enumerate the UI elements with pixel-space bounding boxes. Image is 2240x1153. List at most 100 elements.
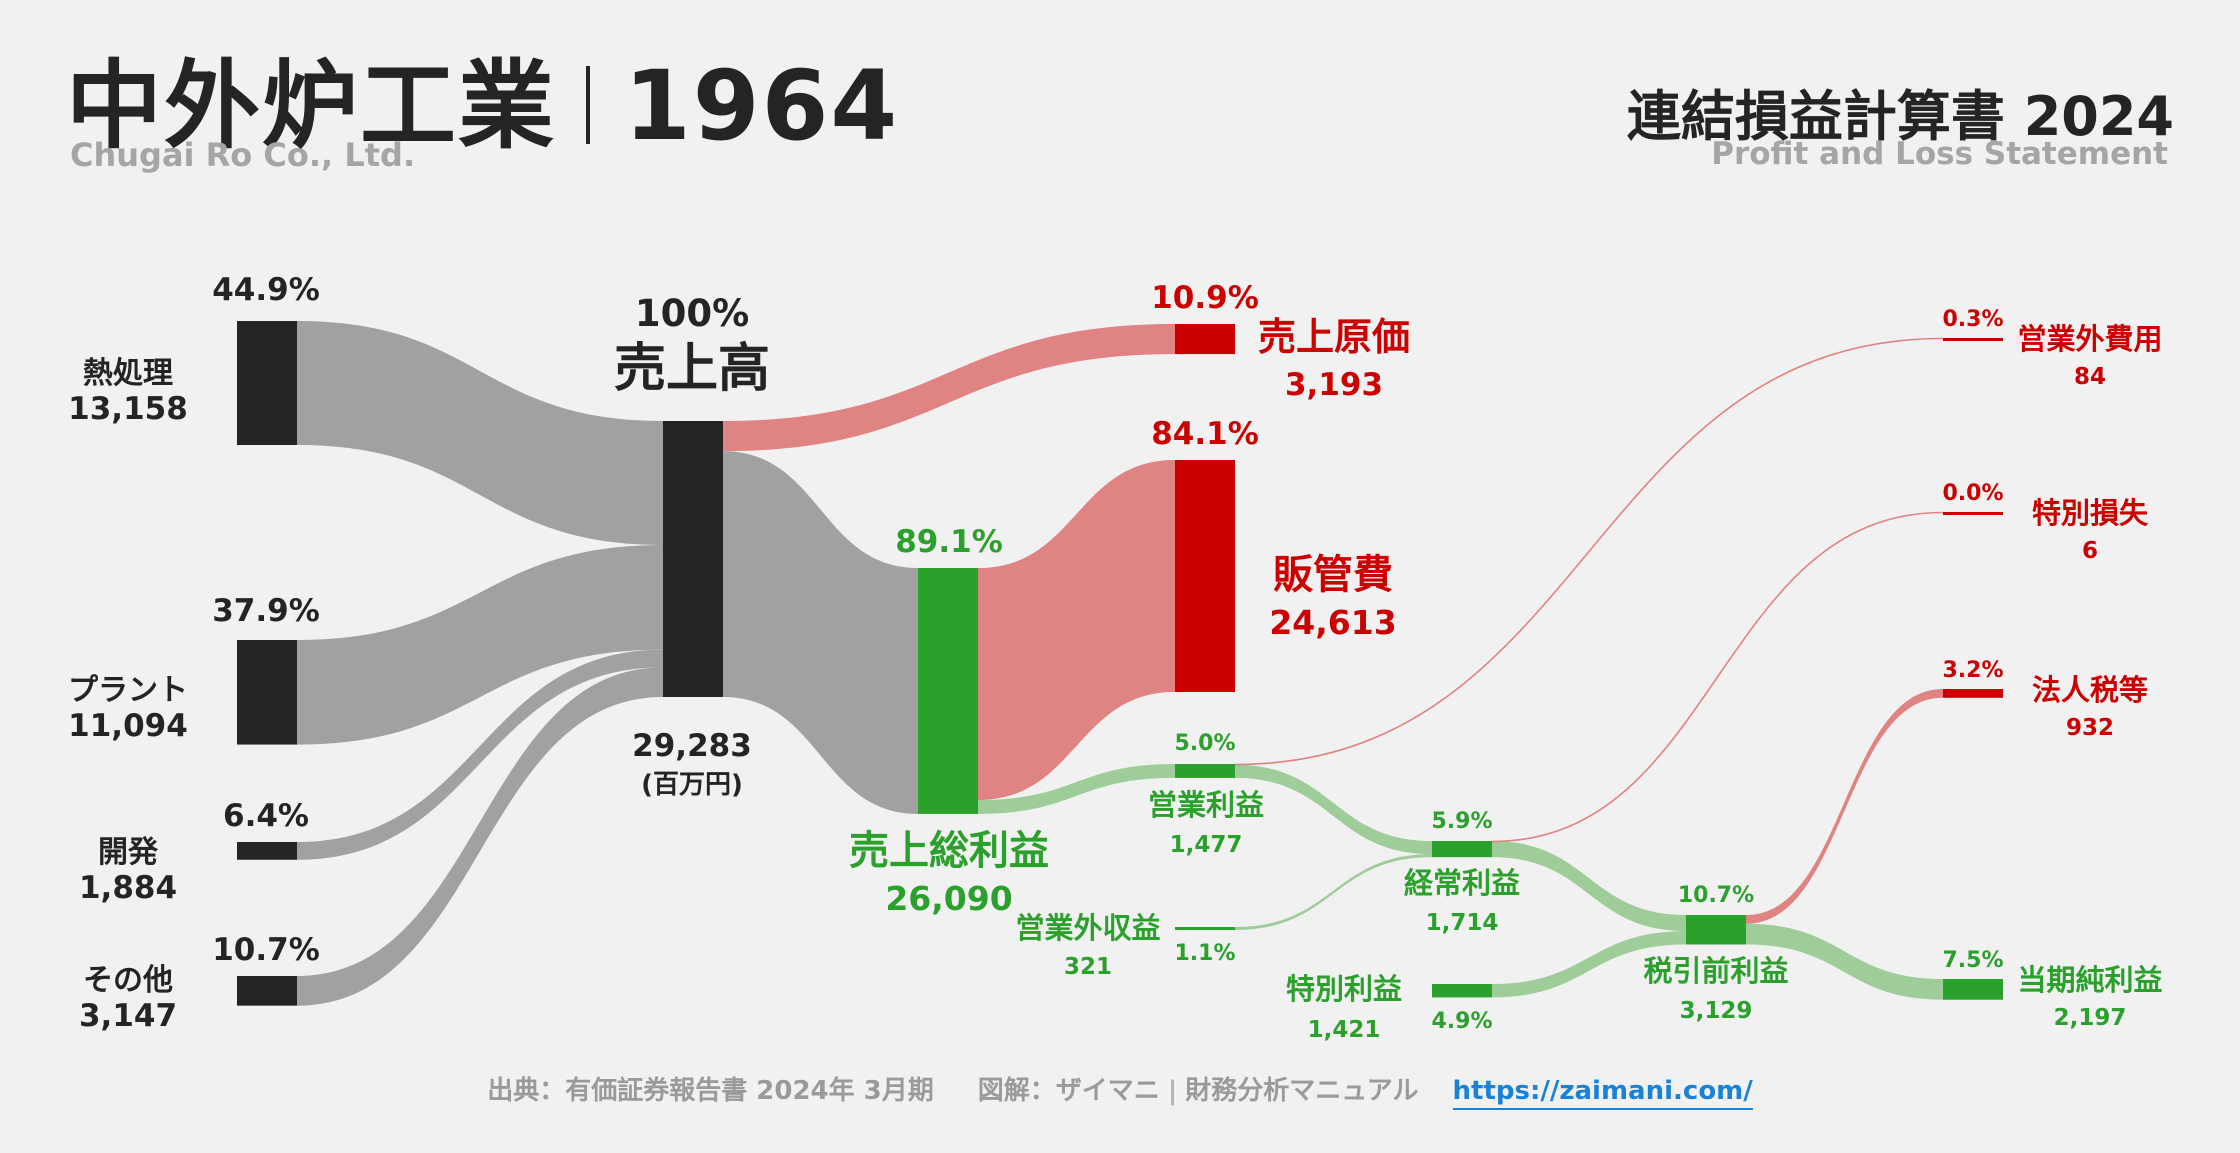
node-bar-dev — [237, 842, 297, 860]
link-op-ordinary — [1235, 764, 1432, 855]
link-gross-sga — [978, 460, 1175, 800]
label-revenue: 売上高 — [614, 339, 770, 399]
pct-tax: 3.2% — [1942, 658, 2003, 683]
label-ext_gain: 特別利益 — [1286, 972, 1402, 1006]
value-op: 1,477 — [1170, 832, 1243, 858]
statement-subtitle: Profit and Loss Statement — [1711, 136, 2168, 172]
link-pretax-net — [1746, 923, 1943, 1000]
sankey-links — [297, 321, 1944, 1006]
pct-gross: 89.1% — [895, 524, 1003, 560]
label-tax: 法人税等 — [2032, 673, 2148, 707]
footer-credit-a: 図解：ザイマニ — [977, 1076, 1160, 1106]
pct-dev: 6.4% — [223, 798, 309, 834]
label-pretax: 税引前利益 — [1643, 954, 1788, 988]
footer-source: 出典：有価証券報告書 2024年 3月期 — [487, 1076, 934, 1106]
value-nonop_inc: 321 — [1064, 954, 1112, 980]
node-bar-tax — [1943, 689, 2003, 698]
value-nonop_exp: 84 — [2074, 364, 2106, 390]
value-revenue: 29,283 — [632, 728, 752, 764]
label-nonop_inc: 営業外収益 — [1015, 911, 1160, 945]
pct-other: 10.7% — [212, 932, 320, 968]
node-bar-nonop_exp — [1943, 338, 2003, 341]
link-revenue-gross — [723, 451, 918, 814]
node-bar-sga — [1175, 460, 1235, 692]
value-cogs: 3,193 — [1285, 367, 1383, 403]
node-bar-ext_loss — [1943, 512, 2003, 515]
label-heat: 熱処理 — [83, 356, 173, 391]
node-bar-cogs — [1175, 324, 1235, 355]
link-heat-revenue — [297, 321, 663, 546]
company-name-en: Chugai Ro Co., Ltd. — [70, 136, 416, 174]
pct-cogs: 10.9% — [1151, 280, 1259, 316]
pct-revenue: 100% — [635, 292, 749, 335]
value-ext_loss: 6 — [2082, 538, 2098, 564]
label-ordinary: 経常利益 — [1404, 866, 1520, 900]
value-pretax: 3,129 — [1680, 998, 1753, 1024]
label-dev: 開発 — [98, 835, 159, 870]
footer-link[interactable]: https://zaimani.com/ — [1452, 1076, 1753, 1110]
value-ext_gain: 1,421 — [1308, 1017, 1381, 1043]
footer: 出典：有価証券報告書 2024年 3月期 図解：ザイマニ | 財務分析マニュアル htt… — [0, 1070, 2240, 1110]
footer-divider: | — [1167, 1076, 1178, 1106]
node-bar-revenue — [663, 421, 723, 697]
pct-plant: 37.9% — [212, 593, 320, 629]
company-title: 中外炉工業 1964 — [66, 28, 899, 167]
node-bar-gross — [918, 568, 978, 814]
sankey-nodes — [237, 321, 2003, 1006]
label-other: その他 — [83, 963, 173, 998]
link-ordinary-ext_loss — [1491, 511, 1944, 843]
label-cogs: 売上原価 — [1258, 315, 1410, 359]
link-plant-revenue — [297, 545, 663, 745]
node-bar-nonop_inc — [1175, 927, 1235, 931]
link-other-revenue — [297, 667, 663, 1006]
value-ordinary: 1,714 — [1426, 910, 1499, 936]
node-bar-op — [1175, 764, 1235, 778]
value-gross: 26,090 — [885, 879, 1012, 918]
label-nonop_exp: 営業外費用 — [2017, 322, 2162, 356]
value-net: 2,197 — [2054, 1005, 2127, 1031]
company-code: 1964 — [624, 50, 900, 162]
value-sga: 24,613 — [1269, 603, 1396, 642]
pct-heat: 44.9% — [212, 272, 320, 308]
pct-pretax: 10.7% — [1678, 883, 1754, 908]
pct-nonop_inc: 1.1% — [1174, 941, 1235, 966]
link-ordinary-pretax — [1492, 841, 1686, 932]
pct-sga: 84.1% — [1151, 416, 1259, 452]
node-bar-pretax — [1686, 915, 1746, 945]
statement-title: 連結損益計算書 2024 — [1626, 85, 2174, 148]
pct-net: 7.5% — [1942, 948, 2003, 973]
value-heat: 13,158 — [68, 391, 188, 427]
label-ext_loss: 特別損失 — [2032, 496, 2149, 530]
link-gross-op — [978, 764, 1175, 814]
company-name: 中外炉工業 — [66, 50, 556, 162]
link-pretax-tax — [1746, 689, 1943, 924]
label-sga: 販管費 — [1273, 552, 1393, 598]
link-op-nonop_exp — [1234, 337, 1944, 766]
value-tax: 932 — [2066, 715, 2114, 741]
node-bar-heat — [237, 321, 297, 446]
label-net: 当期純利益 — [2017, 963, 2162, 997]
pct-ext_loss: 0.0% — [1942, 481, 2003, 506]
value-dev: 1,884 — [79, 870, 177, 906]
value-plant: 11,094 — [68, 708, 188, 744]
unit-label: (百万円) — [641, 770, 743, 800]
pct-ext_gain: 4.9% — [1431, 1009, 1492, 1034]
label-op: 営業利益 — [1148, 788, 1264, 822]
pct-op: 5.0% — [1174, 731, 1235, 756]
pct-nonop_exp: 0.3% — [1942, 307, 2003, 332]
node-bar-ext_gain — [1432, 984, 1492, 998]
node-bar-other — [237, 976, 297, 1006]
label-gross: 売上総利益 — [849, 828, 1049, 874]
link-revenue-cogs — [723, 324, 1175, 452]
title-separator — [586, 65, 590, 144]
link-nonop_inc-ordinary — [1235, 854, 1432, 931]
node-bar-net — [1943, 979, 2003, 1000]
link-ext_gain-pretax — [1492, 931, 1686, 998]
value-other: 3,147 — [79, 998, 177, 1034]
footer-credit-b: 財務分析マニュアル — [1185, 1076, 1419, 1106]
node-bar-plant — [237, 640, 297, 745]
label-plant: プラント — [68, 673, 188, 708]
link-dev-revenue — [297, 649, 663, 860]
